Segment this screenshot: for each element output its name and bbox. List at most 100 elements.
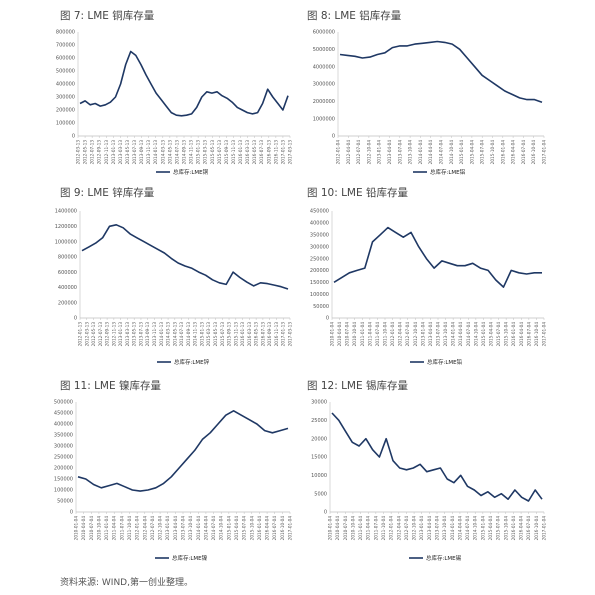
- x-tick-label: 2015-01-13: [196, 140, 201, 165]
- x-tick-label: 2016-04-04: [519, 322, 524, 347]
- x-tick-label: 2014-07-13: [174, 140, 179, 165]
- x-tick-label: 2013-05-13: [125, 140, 130, 165]
- x-tick-label: 2013-10-04: [442, 516, 447, 541]
- x-tick-label: 2014-01-04: [418, 140, 423, 165]
- x-tick-label: 2014-10-04: [219, 516, 224, 541]
- x-tick-label: 2017-03-13: [288, 322, 293, 347]
- x-tick-label: 2014-01-04: [196, 516, 201, 541]
- x-tick-label: 2015-03-13: [203, 140, 208, 165]
- x-tick-label: 2011-10-04: [127, 516, 132, 541]
- y-tick-label: 1400000: [55, 209, 77, 215]
- x-tick-label: 2014-07-13: [179, 322, 184, 347]
- x-tick-label: 2016-01-04: [511, 516, 516, 541]
- x-tick-label: 2013-11-13: [146, 140, 151, 165]
- x-tick-label: 2012-04-04: [142, 516, 147, 541]
- y-tick-label: 0: [70, 510, 73, 516]
- x-tick-label: 2012-07-04: [405, 322, 410, 347]
- legend-label: 总库存:LME铝: [430, 168, 466, 176]
- figure-8-title: 图 8: LME 铝库存量: [307, 10, 402, 22]
- copper-inventory-chart: 0 100000 200000 300000 400000 500000 600000 700…: [56, 30, 293, 176]
- x-tick-label: 2013-04-04: [387, 140, 392, 165]
- x-tick-label: 2010-07-04: [89, 516, 94, 541]
- x-tick-label: 2013-01-04: [419, 516, 424, 541]
- x-tick-label: 2014-04-04: [458, 322, 463, 347]
- x-tick-label: 2016-05-13: [252, 140, 257, 165]
- x-tick-label: 2011-10-04: [381, 516, 386, 541]
- x-tick-label: 2017-01-04: [542, 516, 547, 541]
- x-tick-label: 2015-01-04: [480, 516, 485, 541]
- x-tick-label: 2012-04-04: [396, 516, 401, 541]
- x-tick-label: 2013-07-13: [138, 322, 143, 347]
- x-tick-label: 2012-04-04: [346, 140, 351, 165]
- x-tick-label: 2010-10-04: [96, 516, 101, 541]
- y-tick-label: 0: [324, 510, 327, 516]
- x-tick-label: 2014-07-04: [465, 516, 470, 541]
- x-tick-label: 2012-01-04: [390, 322, 395, 347]
- x-tick-label: 2016-04-04: [511, 140, 516, 165]
- y-tick-label: 20000: [311, 436, 327, 442]
- x-tick-label: 2015-07-04: [496, 322, 501, 347]
- x-tick-label: 2013-04-04: [173, 516, 178, 541]
- x-tick-label: 2015-07-13: [220, 322, 225, 347]
- x-tick-label: 2012-03-13: [76, 140, 81, 165]
- x-tick-label: 2012-11-13: [104, 140, 109, 165]
- x-tick-label: 2011-07-04: [373, 516, 378, 541]
- y-tick-label: 600000: [56, 56, 75, 62]
- x-tick-label: 2012-05-13: [83, 140, 88, 165]
- x-tick-label: 2013-05-13: [132, 322, 137, 347]
- x-tick-label: 2015-10-04: [504, 322, 509, 347]
- x-tick-label: 2016-04-04: [265, 516, 270, 541]
- x-tick-label: 2013-07-04: [397, 140, 402, 165]
- x-tick-label: 2012-09-13: [105, 322, 110, 347]
- x-tick-label: 2012-07-13: [90, 140, 95, 165]
- x-tick-label: 2016-11-13: [274, 322, 279, 347]
- aluminium-inventory-chart: 0 1000000 2000000 3000000 4000000 5000000 6000…: [313, 30, 547, 176]
- x-tick-label: 2015-10-04: [249, 516, 254, 541]
- x-tick-label: 2012-07-04: [150, 516, 155, 541]
- x-tick-label: 2013-07-04: [181, 516, 186, 541]
- y-tick-label: 5000: [314, 491, 327, 497]
- x-tick-label: 2016-01-04: [500, 140, 505, 165]
- x-tick-label: 2016-07-04: [272, 516, 277, 541]
- y-tick-label: 15000: [311, 455, 327, 461]
- legend-label: 总库存:LME锡: [426, 554, 462, 562]
- y-tick-label: 450000: [54, 411, 73, 417]
- figure-10-title: 图 10: LME 铅库存量: [307, 187, 408, 199]
- tin-inventory-chart: 0 5000 10000 15000 20000 25000 30000 2010-01-04…: [311, 400, 547, 562]
- x-tick-label: 2015-10-04: [490, 140, 495, 165]
- y-tick-label: 4000000: [313, 64, 335, 70]
- series-line: [77, 410, 289, 492]
- x-tick-label: 2012-01-04: [135, 516, 140, 541]
- y-tick-label: 350000: [54, 433, 73, 439]
- x-tick-label: 2013-07-04: [435, 516, 440, 541]
- x-tick-label: 2014-10-04: [473, 516, 478, 541]
- x-tick-label: 2016-01-04: [511, 322, 516, 347]
- x-tick-label: 2016-01-13: [240, 322, 245, 347]
- x-tick-label: 2017-03-13: [288, 140, 293, 165]
- y-tick-label: 0: [74, 316, 77, 322]
- x-tick-label: 2012-01-13: [78, 322, 83, 347]
- x-tick-label: 2015-07-04: [480, 140, 485, 165]
- y-tick-label: 100000: [56, 121, 75, 127]
- x-tick-label: 2014-09-13: [186, 322, 191, 347]
- series-line: [79, 50, 289, 117]
- x-tick-label: 2014-11-13: [193, 322, 198, 347]
- x-tick-label: 2015-01-04: [481, 322, 486, 347]
- y-tick-label: 200000: [56, 108, 75, 114]
- legend-label: 总库存:LME镍: [172, 554, 208, 562]
- y-tick-label: 50000: [313, 304, 329, 310]
- x-tick-label: 2010-10-04: [350, 516, 355, 541]
- x-tick-label: 2014-10-04: [449, 140, 454, 165]
- x-tick-label: 2016-10-04: [534, 516, 539, 541]
- x-tick-label: 2012-10-04: [366, 140, 371, 165]
- y-tick-label: 300000: [56, 95, 75, 101]
- x-tick-label: 2016-03-13: [247, 322, 252, 347]
- x-tick-label: 2011-04-04: [112, 516, 117, 541]
- x-tick-label: 2010-01-04: [74, 516, 79, 541]
- figure-7-title: 图 7: LME 铜库存量: [60, 10, 155, 22]
- x-tick-label: 2014-07-04: [439, 140, 444, 165]
- x-tick-label: 2013-01-04: [420, 322, 425, 347]
- y-tick-label: 400000: [54, 422, 73, 428]
- x-tick-label: 2016-11-13: [273, 140, 278, 165]
- x-tick-label: 2014-07-04: [211, 516, 216, 541]
